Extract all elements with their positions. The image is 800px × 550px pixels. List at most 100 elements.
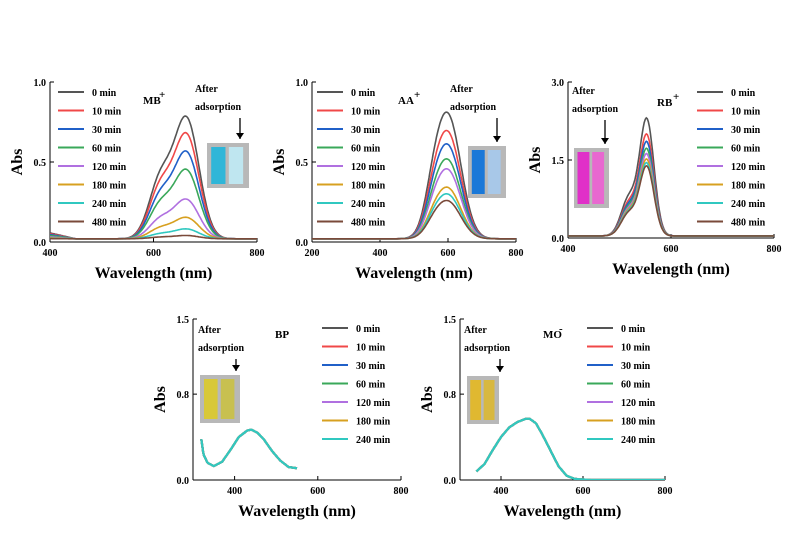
x-axis-title: Wavelength (nm) bbox=[95, 265, 213, 282]
annotation-line2: adsorption bbox=[450, 102, 497, 113]
x-tick-label: 600 bbox=[576, 486, 591, 497]
legend-label: 180 min bbox=[351, 181, 386, 192]
chart-panel-mo: 400 600 800 0.0 0.8 1.5 Wavelength (nm) Abs 0 mi… bbox=[419, 315, 673, 520]
x-tick-label: 400 bbox=[227, 486, 242, 497]
y-tick-label: 0.0 bbox=[177, 476, 190, 487]
series-line-120-min bbox=[50, 198, 257, 240]
x-tick-label: 800 bbox=[767, 244, 782, 255]
series-line-180-min bbox=[475, 417, 665, 480]
series-line-180-min bbox=[50, 216, 257, 240]
y-axis-title: Abs bbox=[419, 386, 436, 413]
arrow-head bbox=[232, 365, 240, 371]
legend-label: 480 min bbox=[731, 218, 766, 229]
y-tick-label: 1.0 bbox=[34, 78, 47, 89]
annotation-line2: adsorption bbox=[464, 343, 511, 354]
legend-label: 60 min bbox=[731, 144, 761, 155]
panel-label: RB bbox=[657, 97, 673, 109]
legend-label: 240 min bbox=[92, 199, 127, 210]
inset-vial bbox=[220, 379, 235, 419]
x-tick-label: 200 bbox=[305, 248, 320, 259]
legend-label: 120 min bbox=[621, 398, 656, 409]
legend-label: 180 min bbox=[92, 181, 127, 192]
y-axis-title: Abs bbox=[152, 386, 169, 413]
legend-label: 480 min bbox=[92, 218, 127, 229]
x-tick-label: 600 bbox=[146, 248, 161, 259]
inset-vial bbox=[470, 380, 482, 420]
x-tick-label: 600 bbox=[664, 244, 679, 255]
series-line-240-min bbox=[200, 428, 298, 470]
legend-label: 0 min bbox=[621, 324, 646, 335]
inset-vial bbox=[211, 147, 226, 184]
annotation-line2: adsorption bbox=[198, 343, 245, 354]
legend-label: 180 min bbox=[731, 181, 766, 192]
inset-vial bbox=[577, 152, 590, 204]
inset-vial bbox=[228, 147, 244, 184]
x-tick-label: 800 bbox=[509, 248, 524, 259]
y-axis-title: Abs bbox=[9, 149, 26, 176]
panel-label-superscript: + bbox=[673, 91, 679, 103]
y-tick-label: 1.5 bbox=[177, 315, 190, 326]
legend-label: 10 min bbox=[621, 343, 651, 354]
chart-panel-aa: 200 400 600 800 0.0 0.5 1.0 Wavelength (nm) Abs 0… bbox=[271, 78, 524, 282]
y-tick-label: 0.8 bbox=[177, 390, 190, 401]
y-tick-label: 1.5 bbox=[444, 315, 457, 326]
chart-panel-rb: 400 600 800 0.0 1.5 3.0 Wavelength (nm) Abs 0 mi… bbox=[527, 78, 782, 278]
x-tick-label: 800 bbox=[250, 248, 265, 259]
x-tick-label: 400 bbox=[494, 486, 509, 497]
annotation-line1: After bbox=[572, 86, 595, 97]
legend-label: 180 min bbox=[621, 417, 656, 428]
x-tick-label: 800 bbox=[394, 486, 409, 497]
chart-panel-mb: 400 600 800 0.0 0.5 1.0 Wavelength (nm) Abs 0 mi… bbox=[9, 78, 265, 282]
inset-vial bbox=[204, 379, 218, 419]
annotation-line1: After bbox=[198, 325, 221, 336]
arrow-head bbox=[496, 366, 504, 372]
x-tick-label: 800 bbox=[658, 486, 673, 497]
legend-label: 30 min bbox=[621, 361, 651, 372]
inset-vial bbox=[471, 150, 485, 194]
y-tick-label: 0.5 bbox=[34, 158, 47, 169]
series-line-480-min bbox=[568, 164, 774, 237]
panel-label: MB bbox=[143, 95, 161, 107]
y-tick-label: 0.0 bbox=[296, 238, 309, 249]
y-tick-label: 0.0 bbox=[444, 476, 457, 487]
series-line-0-min bbox=[475, 417, 665, 480]
chart-panel-bp: 400 600 800 0.0 0.8 1.5 Wavelength (nm) Abs 0 mi… bbox=[152, 315, 409, 520]
annotation-line1: After bbox=[450, 84, 473, 95]
legend-label: 30 min bbox=[356, 361, 386, 372]
series-line-60-min bbox=[475, 417, 665, 480]
x-tick-label: 400 bbox=[43, 248, 58, 259]
series-group bbox=[200, 428, 298, 470]
series-group bbox=[312, 111, 516, 240]
legend-label: 10 min bbox=[731, 107, 761, 118]
legend-label: 240 min bbox=[351, 199, 386, 210]
legend-label: 30 min bbox=[92, 125, 122, 136]
legend-label: 0 min bbox=[92, 88, 117, 99]
legend-label: 180 min bbox=[356, 417, 391, 428]
annotation-line1: After bbox=[195, 84, 218, 95]
x-tick-label: 600 bbox=[441, 248, 456, 259]
annotation-line2: adsorption bbox=[572, 104, 619, 115]
legend-label: 10 min bbox=[92, 107, 122, 118]
y-tick-label: 0.8 bbox=[444, 390, 457, 401]
series-group bbox=[50, 115, 257, 240]
y-axis-title: Abs bbox=[271, 149, 288, 176]
series-line-30-min bbox=[475, 417, 665, 480]
y-tick-label: 0.0 bbox=[34, 238, 47, 249]
panel-label-superscript: + bbox=[414, 89, 420, 101]
series-line-480-min bbox=[312, 199, 516, 240]
x-tick-label: 400 bbox=[561, 244, 576, 255]
legend-label: 240 min bbox=[621, 435, 656, 446]
series-group bbox=[475, 417, 665, 480]
inset-vial bbox=[483, 380, 495, 420]
series-line-240-min bbox=[475, 417, 665, 480]
legend-label: 120 min bbox=[351, 162, 386, 173]
panel-label: MO bbox=[543, 329, 562, 341]
legend-label: 30 min bbox=[351, 125, 381, 136]
legend-label: 480 min bbox=[351, 218, 386, 229]
series-group bbox=[568, 116, 774, 237]
legend-label: 0 min bbox=[731, 88, 756, 99]
panel-label-superscript: - bbox=[559, 323, 563, 335]
x-tick-label: 600 bbox=[310, 486, 325, 497]
legend-label: 0 min bbox=[351, 88, 376, 99]
